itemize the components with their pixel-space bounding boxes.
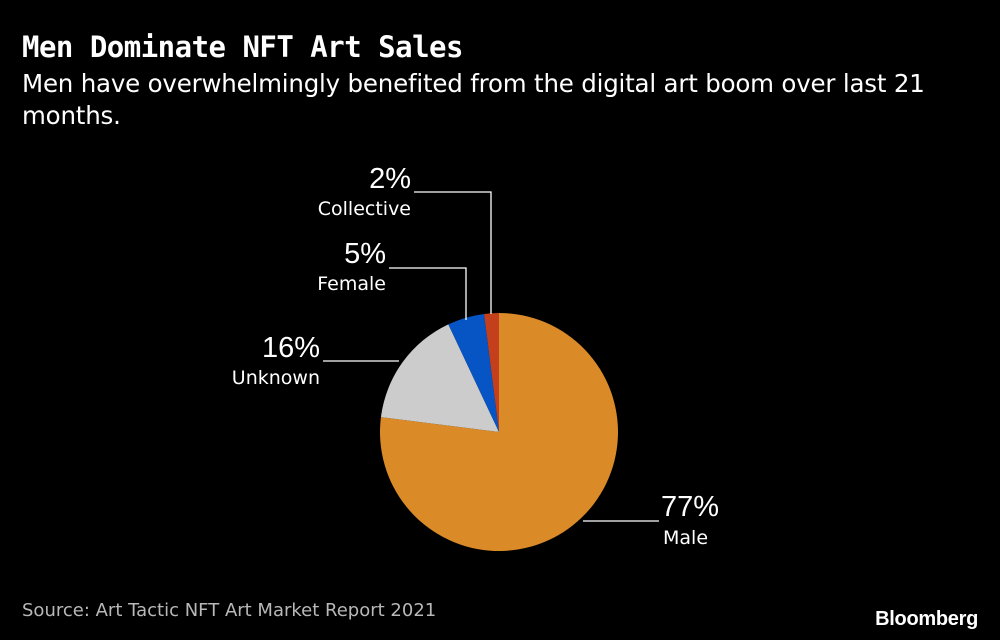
slice-label-unknown-percent: 16% bbox=[262, 332, 320, 364]
chart-subtitle: Men have overwhelmingly benefited from t… bbox=[22, 69, 925, 130]
chart-title: Men Dominate NFT Art Sales bbox=[22, 30, 463, 64]
pie-slice-female bbox=[448, 313, 499, 432]
leader-lines bbox=[323, 191, 659, 522]
slice-label-collective-percent: 2% bbox=[369, 163, 411, 195]
slice-label-female-name: Female bbox=[317, 273, 386, 295]
source-note: Source: Art Tactic NFT Art Market Report… bbox=[22, 600, 437, 621]
pie-slice-unknown bbox=[380, 324, 499, 432]
pie-slices bbox=[380, 313, 618, 551]
slice-label-collective-name: Collective bbox=[318, 198, 411, 220]
pie-slice-collective bbox=[484, 313, 499, 432]
slice-label-male-name: Male bbox=[663, 527, 708, 549]
slice-label-unknown-name: Unknown bbox=[232, 367, 320, 389]
slice-label-female-percent: 5% bbox=[344, 238, 386, 270]
leader-line-female bbox=[389, 267, 467, 320]
bloomberg-logo: Bloomberg bbox=[875, 608, 978, 630]
slice-label-male-percent: 77% bbox=[661, 491, 719, 523]
leader-line-collective bbox=[414, 191, 492, 314]
